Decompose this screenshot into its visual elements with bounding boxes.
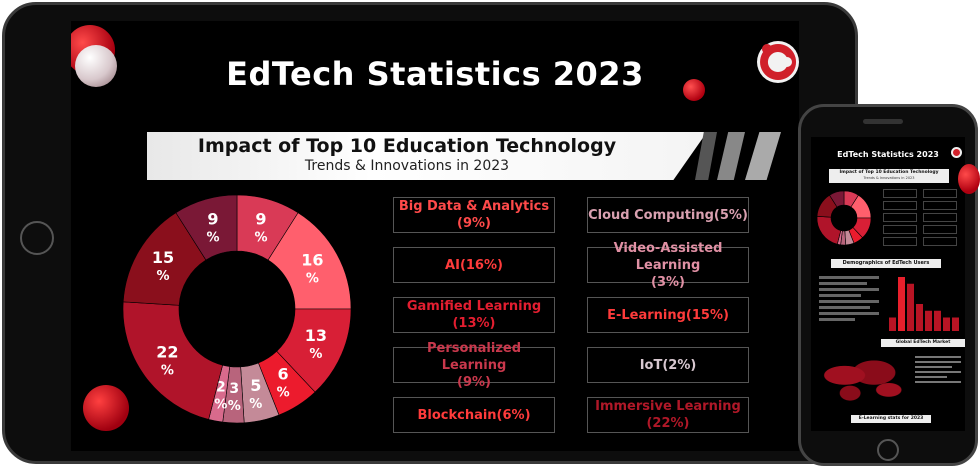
trend-item: Video-Assisted Learning (3%) (587, 241, 749, 290)
trend-item-name: Gamified Learning (406, 299, 542, 314)
donut-chart: 9%16%13%6%5%3%2%22%15%9% (122, 195, 352, 424)
phone-section-users: Demographics of EdTech Users (831, 259, 941, 268)
trend-item: Blockchain(6%) (393, 397, 555, 433)
donut-percent-label: % (161, 364, 174, 379)
decorative-sphere-phone-side (958, 164, 980, 194)
trend-item-name: E-Learning(15%) (607, 307, 729, 323)
phone-bar (934, 310, 941, 331)
donut-percent-label: % (214, 397, 227, 412)
trend-item: IoT(2%) (587, 347, 749, 383)
donut-percent-label: % (156, 269, 169, 284)
trend-item: AI(16%) (393, 247, 555, 283)
page-title: EdTech Statistics 2023 (226, 55, 644, 93)
phone-donut-chart (816, 190, 872, 246)
phone-banner-heading: Impact of Top 10 Education Technology (839, 170, 939, 175)
phone-frame: EdTech Statistics 2023 Impact of Top 10 … (798, 104, 978, 466)
trend-item-percent: (22%) (646, 416, 690, 431)
donut-percent-label: % (277, 386, 290, 401)
donut-value-label: 6 (278, 365, 289, 384)
donut-slice-7 (816, 215, 842, 245)
trend-item: Cloud Computing(5%) (587, 197, 749, 233)
phone-bar (952, 317, 959, 331)
phone-speaker (863, 119, 903, 124)
trend-item-percent: (9%) (457, 216, 491, 231)
trend-item-name: Video-Assisted Learning (613, 240, 723, 273)
phone-section-market: Global EdTech Market (881, 339, 965, 347)
trend-item-name: Immersive Learning (595, 399, 741, 414)
phone-bar (943, 317, 950, 331)
decorative-sphere-white (75, 45, 117, 87)
phone-bar-chart (889, 277, 959, 331)
trend-item-name: IoT(2%) (639, 357, 697, 373)
trend-item-name: Blockchain(6%) (417, 407, 531, 423)
subtitle-banner: Impact of Top 10 Education Technology Tr… (147, 132, 781, 180)
phone-title: EdTech Statistics 2023 (837, 150, 939, 159)
tablet-frame: EdTech Statistics 2023 Impact of Top 10 … (2, 2, 858, 464)
donut-percent-label: % (306, 272, 319, 287)
phone-banner: Impact of Top 10 Education Technology Tr… (829, 169, 949, 183)
banner-subheading: Trends & Innovations in 2023 (304, 158, 510, 174)
donut-value-label: 9 (255, 209, 266, 228)
donut-value-label: 3 (229, 381, 239, 397)
trend-item: E-Learning(15%) (587, 297, 749, 333)
phone-bar (889, 317, 896, 331)
trend-item: Big Data & Analytics (9%) (393, 197, 555, 233)
donut-percent-label: % (206, 230, 219, 245)
trend-item-percent: (3%) (651, 274, 685, 290)
phone-bar (925, 310, 932, 331)
decorative-sphere-bottom (83, 385, 129, 431)
tablet-home-button[interactable] (20, 221, 54, 255)
donut-value-label: 9 (207, 209, 218, 228)
donut-value-label: 2 (216, 379, 226, 395)
phone-market-text (915, 353, 961, 386)
decorative-sphere-small (683, 79, 705, 101)
trend-item-percent: (13%) (452, 316, 496, 331)
trend-item: Personalized Learning (9%) (393, 341, 555, 390)
donut-percent-label: % (254, 230, 267, 245)
donut-value-label: 13 (305, 326, 327, 345)
donut-percent-label: % (309, 347, 322, 362)
donut-slice-9 (175, 195, 238, 261)
phone-screen: EdTech Statistics 2023 Impact of Top 10 … (811, 137, 965, 431)
trend-item-name: AI(16%) (445, 257, 503, 273)
tablet-screen: EdTech Statistics 2023 Impact of Top 10 … (71, 21, 799, 451)
trend-item-name: Cloud Computing(5%) (588, 207, 748, 223)
banner-heading: Impact of Top 10 Education Technology (197, 135, 617, 157)
phone-users-text (819, 273, 879, 324)
phone-bar (916, 304, 923, 331)
world-map-icon (817, 351, 909, 405)
donut-percent-label: % (228, 399, 241, 414)
donut-value-label: 15 (152, 248, 174, 267)
phone-banner-sub: Trends & Innovations in 2023 (863, 176, 915, 180)
phone-bar (898, 277, 905, 331)
donut-value-label: 5 (250, 376, 261, 395)
trend-item-percent: (9%) (457, 374, 491, 390)
donut-percent-label: % (249, 397, 262, 412)
phone-logo-icon (951, 147, 962, 158)
phone-section-elearning: E-Learning stats for 2023 (851, 415, 931, 423)
trend-item-name: Personalized Learning (426, 340, 522, 373)
donut-value-label: 16 (301, 251, 323, 270)
phone-home-button[interactable] (877, 439, 899, 461)
brand-logo-icon (757, 41, 799, 83)
trend-item: Gamified Learning (13%) (393, 297, 555, 333)
donut-value-label: 22 (156, 343, 178, 362)
phone-bar (907, 283, 914, 331)
donut-slice-7 (122, 301, 223, 420)
donut-slice-9 (829, 190, 845, 208)
trend-item-name: Big Data & Analytics (398, 199, 550, 214)
trend-item: Immersive Learning (22%) (587, 397, 749, 433)
